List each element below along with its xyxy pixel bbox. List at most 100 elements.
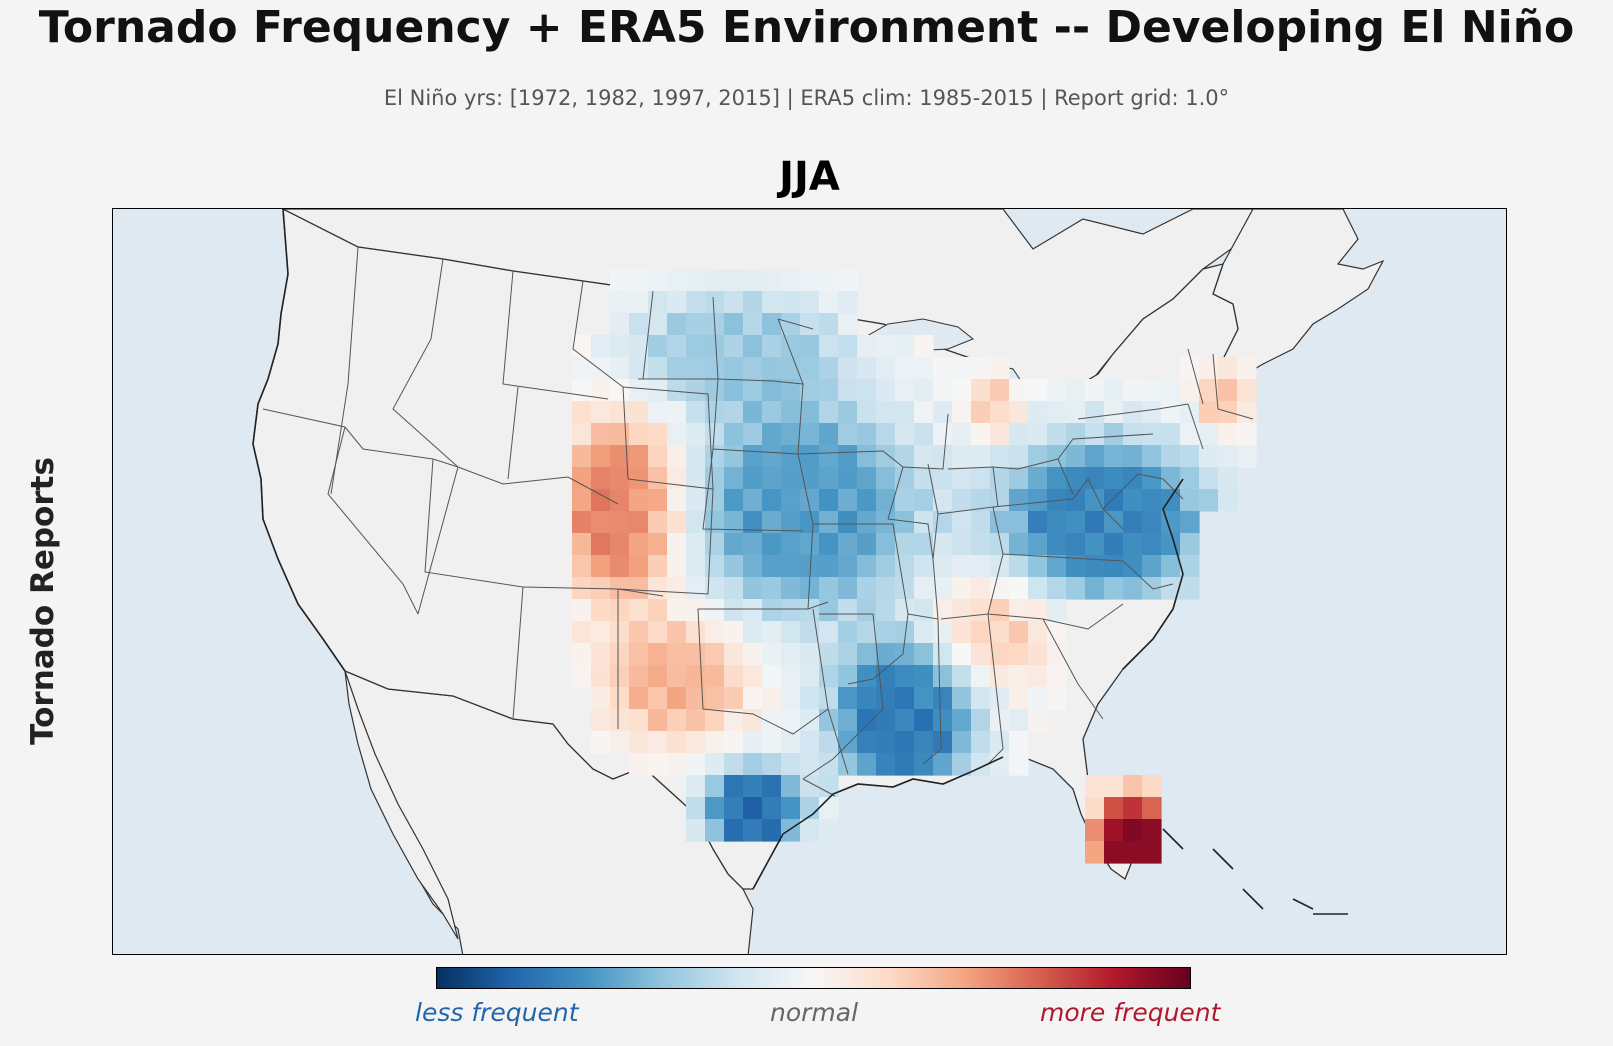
anomaly-cell: [800, 599, 820, 622]
anomaly-cell: [1028, 555, 1048, 578]
anomaly-cell: [876, 599, 896, 622]
anomaly-cell: [1085, 555, 1105, 578]
anomaly-cell: [1085, 379, 1105, 402]
anomaly-cell: [610, 709, 630, 732]
anomaly-cell: [800, 577, 820, 600]
anomaly-cell: [1066, 423, 1086, 446]
anomaly-cell: [1066, 533, 1086, 556]
anomaly-cell: [686, 379, 706, 402]
anomaly-cell: [933, 709, 953, 732]
anomaly-cell: [743, 335, 763, 358]
anomaly-cell: [781, 709, 801, 732]
anomaly-cell: [1142, 445, 1162, 468]
anomaly-cell: [648, 489, 668, 512]
anomaly-cell: [686, 511, 706, 534]
anomaly-cell: [952, 533, 972, 556]
anomaly-cell: [648, 665, 668, 688]
anomaly-cell: [1161, 555, 1181, 578]
anomaly-cell: [800, 489, 820, 512]
anomaly-cell: [1142, 379, 1162, 402]
anomaly-cell: [743, 511, 763, 534]
anomaly-cell: [895, 753, 915, 776]
anomaly-cell: [1199, 357, 1219, 380]
anomaly-cell: [591, 687, 611, 710]
anomaly-cell: [762, 423, 782, 446]
anomaly-cell: [667, 335, 687, 358]
anomaly-cell: [838, 489, 858, 512]
anomaly-cell: [1161, 445, 1181, 468]
anomaly-cell: [990, 665, 1010, 688]
anomaly-cell: [1028, 665, 1048, 688]
map-panel: [112, 208, 1507, 955]
anomaly-cell: [610, 269, 630, 292]
anomaly-cell: [819, 555, 839, 578]
anomaly-cell: [1028, 401, 1048, 424]
anomaly-cell: [724, 445, 744, 468]
anomaly-cell: [1066, 401, 1086, 424]
anomaly-cell: [895, 335, 915, 358]
anomaly-cell: [1085, 401, 1105, 424]
anomaly-cell: [629, 621, 649, 644]
anomaly-cell: [762, 753, 782, 776]
anomaly-cell: [990, 401, 1010, 424]
anomaly-cell: [762, 511, 782, 534]
anomaly-cell: [857, 401, 877, 424]
anomaly-cell: [1047, 687, 1067, 710]
anomaly-cell: [952, 489, 972, 512]
anomaly-cell: [914, 489, 934, 512]
anomaly-cell: [610, 291, 630, 314]
anomaly-cell: [1009, 555, 1029, 578]
anomaly-cell: [610, 423, 630, 446]
anomaly-cell: [705, 731, 725, 754]
anomaly-cell: [667, 467, 687, 490]
anomaly-cell: [1085, 489, 1105, 512]
anomaly-cell: [781, 269, 801, 292]
anomaly-cell: [876, 665, 896, 688]
anomaly-cell: [781, 401, 801, 424]
anomaly-cell: [648, 423, 668, 446]
anomaly-cell: [572, 489, 592, 512]
anomaly-cell: [1104, 577, 1124, 600]
anomaly-cell: [952, 753, 972, 776]
anomaly-cell: [819, 819, 839, 842]
anomaly-cell: [819, 379, 839, 402]
anomaly-cell: [914, 423, 934, 446]
anomaly-cell: [1028, 621, 1048, 644]
anomaly-cell: [819, 423, 839, 446]
anomaly-cell: [1066, 445, 1086, 468]
anomaly-cell: [724, 753, 744, 776]
anomaly-cell: [591, 489, 611, 512]
anomaly-cell: [686, 709, 706, 732]
anomaly-cell: [1028, 511, 1048, 534]
anomaly-cell: [1047, 401, 1067, 424]
anomaly-cell: [1237, 423, 1257, 446]
anomaly-cell: [971, 577, 991, 600]
anomaly-cell: [629, 687, 649, 710]
anomaly-cell: [1028, 577, 1048, 600]
anomaly-cell: [838, 467, 858, 490]
anomaly-cell: [591, 511, 611, 534]
anomaly-cell: [1104, 401, 1124, 424]
colorbar: [436, 967, 1191, 989]
anomaly-cell: [629, 709, 649, 732]
anomaly-cell: [667, 511, 687, 534]
anomaly-cell: [705, 511, 725, 534]
anomaly-cell: [572, 445, 592, 468]
anomaly-cell: [819, 797, 839, 820]
anomaly-cell: [686, 643, 706, 666]
anomaly-cell: [1047, 423, 1067, 446]
anomaly-cell: [933, 665, 953, 688]
anomaly-cell: [629, 533, 649, 556]
anomaly-cell: [743, 621, 763, 644]
anomaly-cell: [1161, 379, 1181, 402]
anomaly-cell: [781, 753, 801, 776]
anomaly-cell: [1180, 467, 1200, 490]
anomaly-cell: [990, 687, 1010, 710]
anomaly-cell: [667, 621, 687, 644]
anomaly-cell: [838, 533, 858, 556]
anomaly-cell: [876, 621, 896, 644]
anomaly-cell: [857, 489, 877, 512]
anomaly-cell: [1028, 467, 1048, 490]
anomaly-cell: [1047, 467, 1067, 490]
anomaly-cell: [1104, 511, 1124, 534]
